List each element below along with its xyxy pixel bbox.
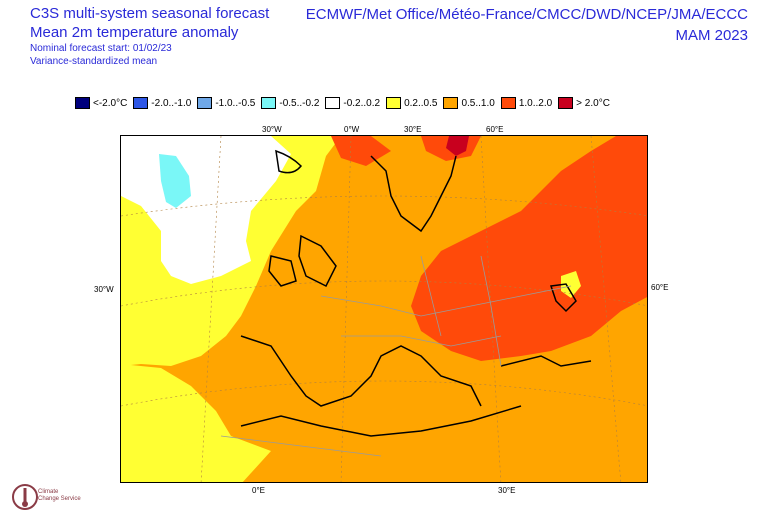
region-red-north: [331, 136, 391, 166]
legend-item: -2.0..-1.0: [133, 97, 191, 109]
logo-ring: [12, 484, 38, 510]
legend-swatch: [558, 97, 574, 109]
axis-top-30w: 30°W: [262, 125, 282, 134]
region-yellow-north-africa: [181, 436, 271, 482]
method-label: Variance-standardized mean: [30, 56, 158, 67]
anomaly-map: [120, 135, 648, 483]
legend-item: 0.2..0.5: [386, 97, 437, 109]
legend-label: 0.2..0.5: [404, 97, 438, 109]
legend-item: > 2.0°C: [558, 97, 610, 109]
legend-swatch: [197, 97, 213, 109]
legend-swatch: [443, 97, 459, 109]
climate-change-service-logo: [12, 484, 38, 510]
color-legend: <-2.0°C -2.0..-1.0 -1.0..-0.5 -0.5..-0.2 -0.…: [75, 96, 616, 110]
region-darkred-north: [446, 136, 469, 156]
season-title: MAM 2023: [675, 27, 748, 44]
logo-text-line2: Change Service: [38, 496, 81, 503]
legend-label: -0.5..-0.2: [279, 97, 320, 109]
map-svg: [121, 136, 647, 482]
legend-label: 0.5..1.0: [461, 97, 495, 109]
axis-top-0w: 0°W: [344, 125, 360, 134]
legend-item: 0.5..1.0: [443, 97, 495, 109]
legend-label: > 2.0°C: [576, 97, 610, 109]
legend-item: 1.0..2.0: [500, 97, 553, 109]
axis-right-60e: 60°E: [651, 283, 669, 292]
legend-item: -1.0..-0.5: [197, 97, 255, 109]
axis-bottom-30e: 30°E: [498, 486, 516, 495]
axis-top-30e: 30°E: [404, 125, 422, 134]
forecast-start: Nominal forecast start: 01/02/23: [30, 43, 172, 54]
legend-swatch: [386, 97, 402, 109]
coastlines: [240, 149, 592, 437]
legend-swatch: [133, 97, 149, 109]
product-title: C3S multi-system seasonal forecast: [30, 5, 270, 22]
gridlines: [121, 136, 647, 482]
logo-bulb: [22, 501, 28, 507]
axis-left-30w: 30°W: [94, 285, 114, 294]
systems-title: ECMWF/Met Office/Météo-France/CMCC/DWD/N…: [305, 6, 748, 23]
axis-bottom-0e: 0°E: [252, 486, 265, 495]
legend-swatch: [325, 97, 341, 109]
axis-top-60e: 60°E: [486, 125, 504, 134]
title-block-right: ECMWF/Met Office/Météo-France/CMCC/DWD/N…: [306, 6, 748, 48]
legend-swatch: [261, 97, 277, 109]
legend-item: -0.5..-0.2: [261, 97, 319, 109]
region-cyan-atlantic: [159, 154, 191, 208]
legend-item: -0.2..0.2: [325, 97, 380, 109]
variable-title: Mean 2m temperature anomaly: [30, 24, 239, 41]
borders: [220, 255, 572, 457]
title-block-left: C3S multi-system seasonal forecast Mean …: [30, 6, 269, 70]
logo-text-line1: Climate: [38, 489, 59, 495]
legend-label: -1.0..-0.5: [215, 97, 256, 109]
region-red-east: [411, 136, 647, 361]
legend-label: <-2.0°C: [93, 97, 128, 109]
legend-swatch: [75, 97, 90, 109]
region-yellow-caspian: [561, 271, 581, 298]
legend-label: -2.0..-1.0: [151, 97, 192, 109]
legend-item: <-2.0°C: [75, 97, 127, 109]
legend-label: -0.2..0.2: [343, 97, 381, 109]
logo-text: Climate Change Service: [38, 489, 81, 503]
legend-label: 1.0..2.0: [518, 97, 553, 109]
legend-swatch: [500, 97, 516, 109]
